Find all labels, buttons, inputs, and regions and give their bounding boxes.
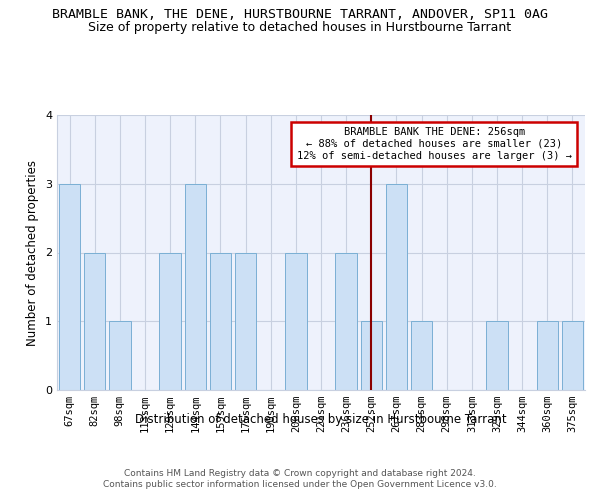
Bar xyxy=(285,252,307,390)
Text: BRAMBLE BANK THE DENE: 256sqm
← 88% of detached houses are smaller (23)
12% of s: BRAMBLE BANK THE DENE: 256sqm ← 88% of d… xyxy=(296,128,572,160)
Bar xyxy=(562,322,583,390)
Bar xyxy=(536,322,558,390)
Bar xyxy=(487,322,508,390)
Text: Size of property relative to detached houses in Hurstbourne Tarrant: Size of property relative to detached ho… xyxy=(88,21,512,34)
Text: Contains public sector information licensed under the Open Government Licence v3: Contains public sector information licen… xyxy=(103,480,497,489)
Bar xyxy=(235,252,256,390)
Bar xyxy=(335,252,357,390)
Bar xyxy=(84,252,106,390)
Bar xyxy=(109,322,131,390)
Bar xyxy=(411,322,432,390)
Text: Distribution of detached houses by size in Hurstbourne Tarrant: Distribution of detached houses by size … xyxy=(135,412,507,426)
Bar xyxy=(59,184,80,390)
Bar xyxy=(185,184,206,390)
Bar xyxy=(361,322,382,390)
Text: BRAMBLE BANK, THE DENE, HURSTBOURNE TARRANT, ANDOVER, SP11 0AG: BRAMBLE BANK, THE DENE, HURSTBOURNE TARR… xyxy=(52,8,548,20)
Text: Contains HM Land Registry data © Crown copyright and database right 2024.: Contains HM Land Registry data © Crown c… xyxy=(124,469,476,478)
Bar xyxy=(210,252,231,390)
Bar xyxy=(386,184,407,390)
Y-axis label: Number of detached properties: Number of detached properties xyxy=(26,160,40,346)
Bar xyxy=(160,252,181,390)
